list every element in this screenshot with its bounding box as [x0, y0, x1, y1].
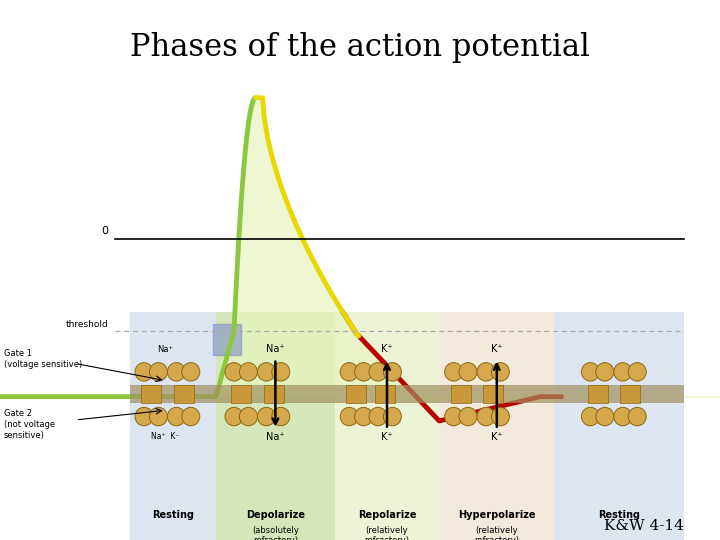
Ellipse shape	[369, 407, 387, 426]
Ellipse shape	[614, 407, 632, 426]
Ellipse shape	[491, 363, 510, 381]
Text: K&W 4-14: K&W 4-14	[604, 519, 684, 532]
Text: (relatively
refractory): (relatively refractory)	[364, 526, 410, 540]
Bar	[141, 386, 161, 403]
Text: Gate 2
(not voltage
sensitive): Gate 2 (not voltage sensitive)	[4, 409, 55, 441]
Text: Hyperpolarize: Hyperpolarize	[458, 510, 536, 520]
Text: K⁺: K⁺	[491, 344, 503, 354]
Ellipse shape	[445, 407, 463, 426]
Text: Na⁺  K⁻: Na⁺ K⁻	[151, 432, 180, 441]
Ellipse shape	[150, 363, 167, 381]
Ellipse shape	[167, 407, 185, 426]
Ellipse shape	[354, 407, 373, 426]
Ellipse shape	[582, 407, 600, 426]
Ellipse shape	[445, 363, 463, 381]
Bar	[588, 386, 608, 403]
Ellipse shape	[491, 407, 510, 426]
Ellipse shape	[459, 363, 477, 381]
Ellipse shape	[225, 363, 243, 381]
Bar	[375, 386, 395, 403]
Ellipse shape	[596, 363, 614, 381]
Bar	[130, 386, 684, 403]
Bar	[216, 312, 335, 540]
Text: K⁺: K⁺	[381, 432, 393, 442]
Ellipse shape	[181, 363, 199, 381]
Bar	[130, 312, 216, 540]
Ellipse shape	[596, 407, 614, 426]
Ellipse shape	[341, 407, 359, 426]
Text: K⁺: K⁺	[491, 432, 503, 442]
Text: Resting: Resting	[152, 510, 194, 520]
Ellipse shape	[225, 407, 243, 426]
Bar	[451, 386, 471, 403]
Ellipse shape	[582, 363, 600, 381]
Ellipse shape	[272, 407, 289, 426]
Text: Phases of the action potential: Phases of the action potential	[130, 32, 590, 63]
Bar	[439, 312, 554, 540]
Ellipse shape	[258, 407, 275, 426]
Text: 0: 0	[101, 226, 108, 237]
Text: Na⁺: Na⁺	[266, 344, 284, 354]
Text: Depolarize: Depolarize	[246, 510, 305, 520]
Text: Na⁺: Na⁺	[266, 432, 284, 442]
Ellipse shape	[477, 363, 495, 381]
Text: (absolutely
refractory): (absolutely refractory)	[252, 526, 299, 540]
Ellipse shape	[628, 363, 647, 381]
Bar	[174, 386, 194, 403]
Ellipse shape	[135, 363, 153, 381]
Bar	[264, 386, 284, 403]
Ellipse shape	[459, 407, 477, 426]
Ellipse shape	[239, 363, 258, 381]
Bar	[335, 312, 439, 540]
Ellipse shape	[150, 407, 167, 426]
Text: K⁺: K⁺	[381, 344, 393, 354]
Ellipse shape	[272, 363, 289, 381]
Bar	[483, 386, 503, 403]
Bar	[346, 386, 366, 403]
Ellipse shape	[628, 407, 647, 426]
Text: Repolarize: Repolarize	[358, 510, 416, 520]
Ellipse shape	[258, 363, 275, 381]
Ellipse shape	[477, 407, 495, 426]
Ellipse shape	[369, 363, 387, 381]
Bar	[620, 386, 640, 403]
Text: threshold: threshold	[66, 320, 108, 329]
Ellipse shape	[383, 407, 402, 426]
Bar	[231, 386, 251, 403]
Ellipse shape	[614, 363, 632, 381]
Text: Na⁺: Na⁺	[158, 345, 174, 354]
Ellipse shape	[383, 363, 402, 381]
Text: Resting: Resting	[598, 510, 640, 520]
Ellipse shape	[167, 363, 185, 381]
Ellipse shape	[181, 407, 199, 426]
Ellipse shape	[341, 363, 359, 381]
Ellipse shape	[135, 407, 153, 426]
Ellipse shape	[354, 363, 373, 381]
Bar	[554, 312, 684, 540]
Text: (relatively
refractory): (relatively refractory)	[474, 526, 519, 540]
Text: Gate 1
(voltage sensitive): Gate 1 (voltage sensitive)	[4, 349, 82, 369]
Ellipse shape	[239, 407, 258, 426]
